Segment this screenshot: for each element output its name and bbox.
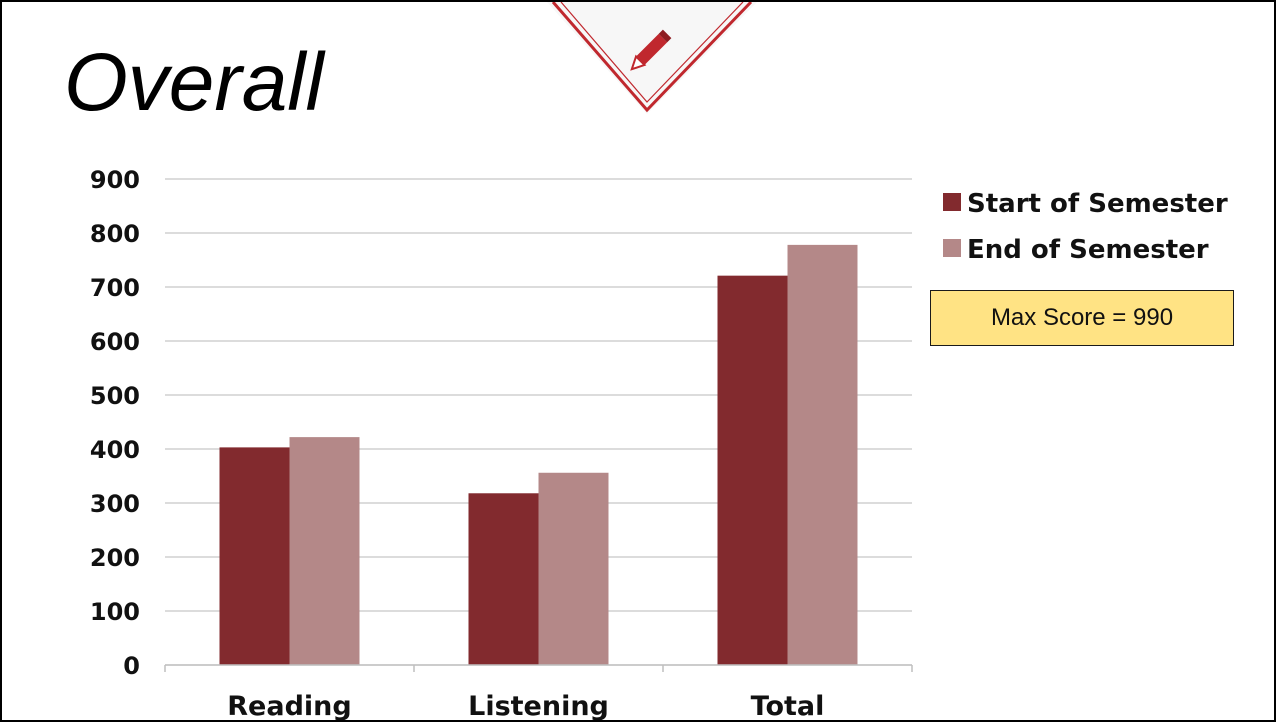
legend-swatch <box>943 239 961 257</box>
y-tick-label: 700 <box>90 274 140 302</box>
y-tick-label: 800 <box>90 220 140 248</box>
legend-label: Start of Semester <box>967 189 1228 219</box>
y-tick-label: 400 <box>90 436 140 464</box>
bar <box>787 244 858 665</box>
y-tick-label: 600 <box>90 328 140 356</box>
y-tick-label: 300 <box>90 490 140 518</box>
bar <box>538 472 609 665</box>
x-tick-label: Listening <box>468 691 609 722</box>
bar <box>717 275 788 665</box>
max-score-note: Max Score = 990 <box>930 290 1234 346</box>
bar <box>219 447 290 665</box>
y-tick-label: 0 <box>123 652 140 680</box>
y-tick-label: 100 <box>90 598 140 626</box>
y-tick-label: 900 <box>90 166 140 194</box>
y-tick-label: 500 <box>90 382 140 410</box>
pencil-icon <box>547 2 757 114</box>
bar <box>289 437 360 665</box>
bar <box>468 493 539 665</box>
legend-swatch <box>943 193 961 211</box>
x-tick-label: Total <box>751 691 825 722</box>
y-tick-label: 200 <box>90 544 140 572</box>
legend-label: End of Semester <box>967 235 1209 265</box>
x-tick-label: Reading <box>227 691 351 722</box>
page-title: Overall <box>64 37 324 128</box>
